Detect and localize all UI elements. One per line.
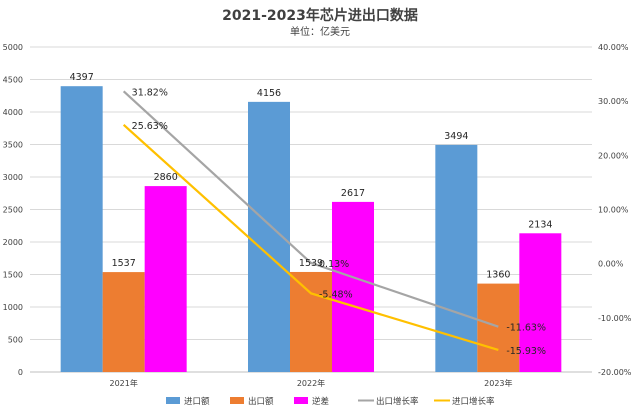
line-data-label: 0.13% xyxy=(319,259,349,270)
bar xyxy=(332,201,374,372)
series-line xyxy=(122,124,499,352)
legend: 进口额 出口额 逆差 出口增长率 进口增长率 xyxy=(166,396,495,407)
y-left-tick-label: 2500 xyxy=(3,206,23,215)
y-left-tick-label: 5000 xyxy=(3,43,23,52)
line-data-label: -15.93% xyxy=(506,346,546,357)
chart-title: 2021-2023年芯片进出口数据 xyxy=(222,8,418,24)
y-left-tick-label: 2000 xyxy=(3,238,23,247)
y-right-tick-label: -10.00% xyxy=(598,314,632,323)
x-tick-label: 2021年 xyxy=(109,378,137,388)
legend-swatch xyxy=(166,397,180,404)
y-right-tick-label: 30.00% xyxy=(598,97,629,106)
legend-label: 出口增长率 xyxy=(376,396,419,407)
bar xyxy=(60,86,103,372)
legend-swatch xyxy=(294,397,308,404)
bar-data-label: 4397 xyxy=(70,72,94,83)
x-tick-label: 2023年 xyxy=(484,378,512,388)
bar-data-label: 1360 xyxy=(486,270,510,281)
bar xyxy=(477,283,520,372)
y-left-tick-label: 4000 xyxy=(3,108,23,117)
axis-ticks-group: 0 500 1000 1500 2000 2500 3000 3500 4000 4500 5000… xyxy=(3,43,632,388)
bar-data-label: 2617 xyxy=(341,188,365,199)
y-right-tick-label: -20.00% xyxy=(598,368,632,377)
legend-label: 进口增长率 xyxy=(452,396,495,407)
data-labels-group: 4397 4156 3494 1537 1539 1360 2860 2617 2134 31.8… xyxy=(70,72,553,357)
bar xyxy=(519,233,562,372)
bar-data-label: 3494 xyxy=(444,131,468,142)
y-left-tick-label: 0 xyxy=(18,368,23,377)
y-right-tick-label: 20.00% xyxy=(598,151,629,160)
bar-data-label: 1539 xyxy=(299,258,323,269)
x-tick-label: 2022年 xyxy=(297,378,325,388)
y-left-tick-label: 3500 xyxy=(3,141,23,150)
y-right-tick-label: 0.00% xyxy=(598,260,624,269)
bar xyxy=(144,186,187,372)
y-right-tick-label: 40.00% xyxy=(598,43,629,52)
legend-label: 进口额 xyxy=(184,396,210,407)
bar xyxy=(290,271,332,372)
line-data-label: -5.48% xyxy=(319,289,353,300)
line-data-label: -11.63% xyxy=(506,323,546,334)
y-left-tick-label: 3000 xyxy=(3,173,23,182)
bar-data-label: 2860 xyxy=(154,172,178,183)
bar-data-label: 1537 xyxy=(112,258,136,269)
bar-data-label: 2134 xyxy=(528,219,552,230)
legend-label: 出口额 xyxy=(248,396,274,407)
legend-swatch xyxy=(230,397,244,404)
chart-subtitle: 单位：亿美元 xyxy=(290,27,350,38)
legend-label: 逆差 xyxy=(312,396,329,407)
bar xyxy=(102,272,145,372)
y-right-tick-label: 10.00% xyxy=(598,206,629,215)
y-left-tick-label: 1500 xyxy=(3,271,23,280)
bar-data-label: 4156 xyxy=(257,88,281,99)
y-left-tick-label: 4500 xyxy=(3,76,23,85)
series-line xyxy=(122,90,499,328)
y-left-tick-label: 1000 xyxy=(3,303,23,312)
line-data-label: 31.82% xyxy=(132,87,168,98)
line-data-label: 25.63% xyxy=(132,121,168,132)
y-left-tick-label: 500 xyxy=(8,336,23,345)
lines-group xyxy=(122,90,499,352)
bars-group xyxy=(60,86,562,373)
